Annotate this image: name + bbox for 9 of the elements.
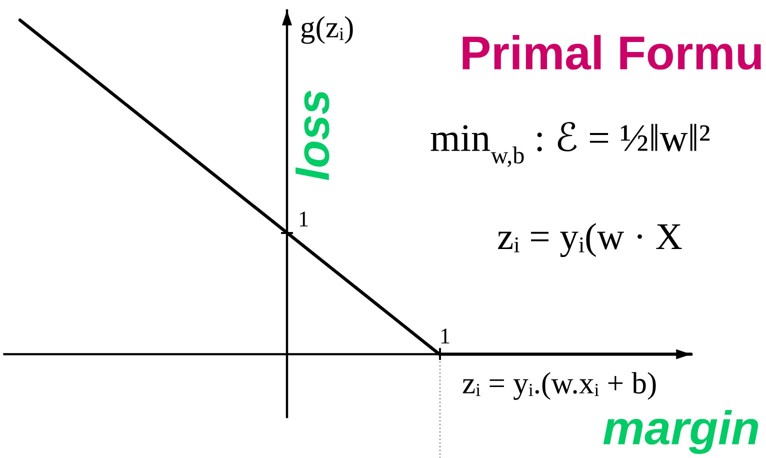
text: margin: [603, 410, 758, 454]
annotation: loss: [296, 90, 330, 180]
x-axis-title: zᵢ = yᵢ.(w.xᵢ + b): [462, 372, 656, 400]
annotation: 1: [300, 212, 308, 226]
annotation: minw,b : ℰ = ½‖w‖²: [430, 122, 710, 167]
annotation: 1: [441, 328, 450, 344]
y-axis-title: g(zᵢ): [301, 16, 353, 44]
annotation: zᵢ = yᵢ(w · X: [498, 222, 682, 258]
annotation: Primal Formu: [462, 34, 761, 70]
